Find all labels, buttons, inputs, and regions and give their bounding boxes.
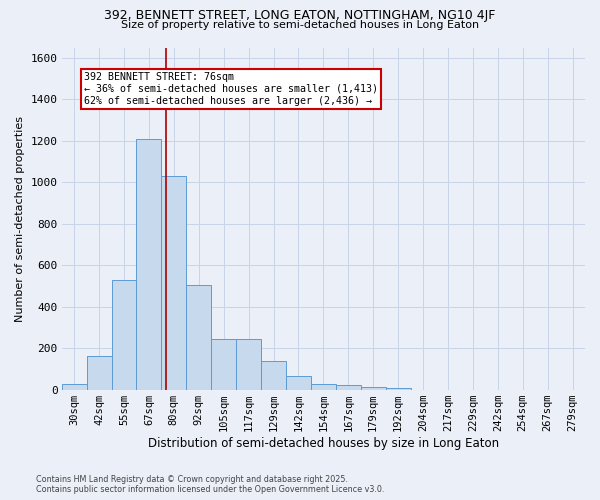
Bar — [62, 384, 86, 390]
Text: Contains HM Land Registry data © Crown copyright and database right 2025.
Contai: Contains HM Land Registry data © Crown c… — [36, 474, 385, 494]
Bar — [136, 139, 161, 390]
Bar — [261, 360, 286, 390]
Bar — [336, 384, 361, 390]
Text: Size of property relative to semi-detached houses in Long Eaton: Size of property relative to semi-detach… — [121, 20, 479, 30]
Bar — [286, 376, 311, 390]
Bar — [211, 339, 236, 390]
Bar — [112, 280, 136, 390]
Bar — [386, 388, 410, 390]
Bar — [187, 285, 211, 390]
Y-axis label: Number of semi-detached properties: Number of semi-detached properties — [15, 116, 25, 322]
Bar — [161, 176, 187, 390]
Bar — [361, 386, 386, 390]
Bar — [236, 339, 261, 390]
X-axis label: Distribution of semi-detached houses by size in Long Eaton: Distribution of semi-detached houses by … — [148, 437, 499, 450]
Text: 392 BENNETT STREET: 76sqm
← 36% of semi-detached houses are smaller (1,413)
62% : 392 BENNETT STREET: 76sqm ← 36% of semi-… — [83, 72, 377, 106]
Bar — [86, 356, 112, 390]
Text: 392, BENNETT STREET, LONG EATON, NOTTINGHAM, NG10 4JF: 392, BENNETT STREET, LONG EATON, NOTTING… — [104, 9, 496, 22]
Bar — [311, 384, 336, 390]
